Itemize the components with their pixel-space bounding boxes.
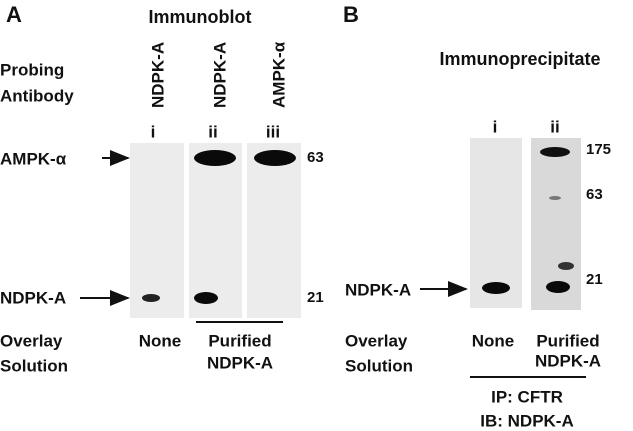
band-label: AMPK-α	[0, 149, 67, 168]
overlay-label: Purified	[536, 331, 599, 350]
blot	[470, 138, 581, 310]
overlay-label: None	[472, 331, 515, 350]
marker-label: 21	[586, 271, 603, 288]
panel-title: Immunoprecipitate	[439, 49, 600, 69]
overlay-label: NDPK-A	[535, 351, 601, 370]
lane-label: i	[151, 122, 156, 141]
marker-label: 63	[586, 186, 603, 203]
row-label: Antibody	[0, 86, 74, 105]
lane-label: i	[493, 117, 498, 136]
overlay-label: NDPK-A	[207, 353, 273, 372]
marker-label: 175	[586, 141, 611, 158]
row-label: Overlay	[0, 331, 63, 350]
footer-label: IB: NDPK-A	[480, 411, 574, 430]
footer-label: IP: CFTR	[491, 387, 563, 406]
panel-title: Immunoblot	[149, 7, 252, 27]
blot	[130, 143, 301, 318]
band-label: NDPK-A	[0, 288, 66, 307]
marker-label: 63	[307, 149, 324, 166]
lane-label: ii	[208, 122, 217, 141]
antibody-label: AMPK-α	[269, 41, 288, 108]
panel-letter: B	[343, 2, 359, 27]
lane-label: ii	[550, 117, 559, 136]
overlay-label: Purified	[208, 331, 271, 350]
row-label: Probing	[0, 60, 64, 79]
row-label: Solution	[345, 356, 413, 375]
antibody-label: NDPK-A	[210, 42, 229, 108]
overlay-label: None	[139, 331, 182, 350]
panel-letter: A	[6, 2, 22, 27]
band-label: NDPK-A	[345, 280, 411, 299]
row-label: Solution	[0, 356, 68, 375]
lane-label: iii	[266, 122, 280, 141]
row-label: Overlay	[345, 331, 408, 350]
marker-label: 21	[307, 289, 324, 306]
antibody-label: NDPK-A	[148, 42, 167, 108]
